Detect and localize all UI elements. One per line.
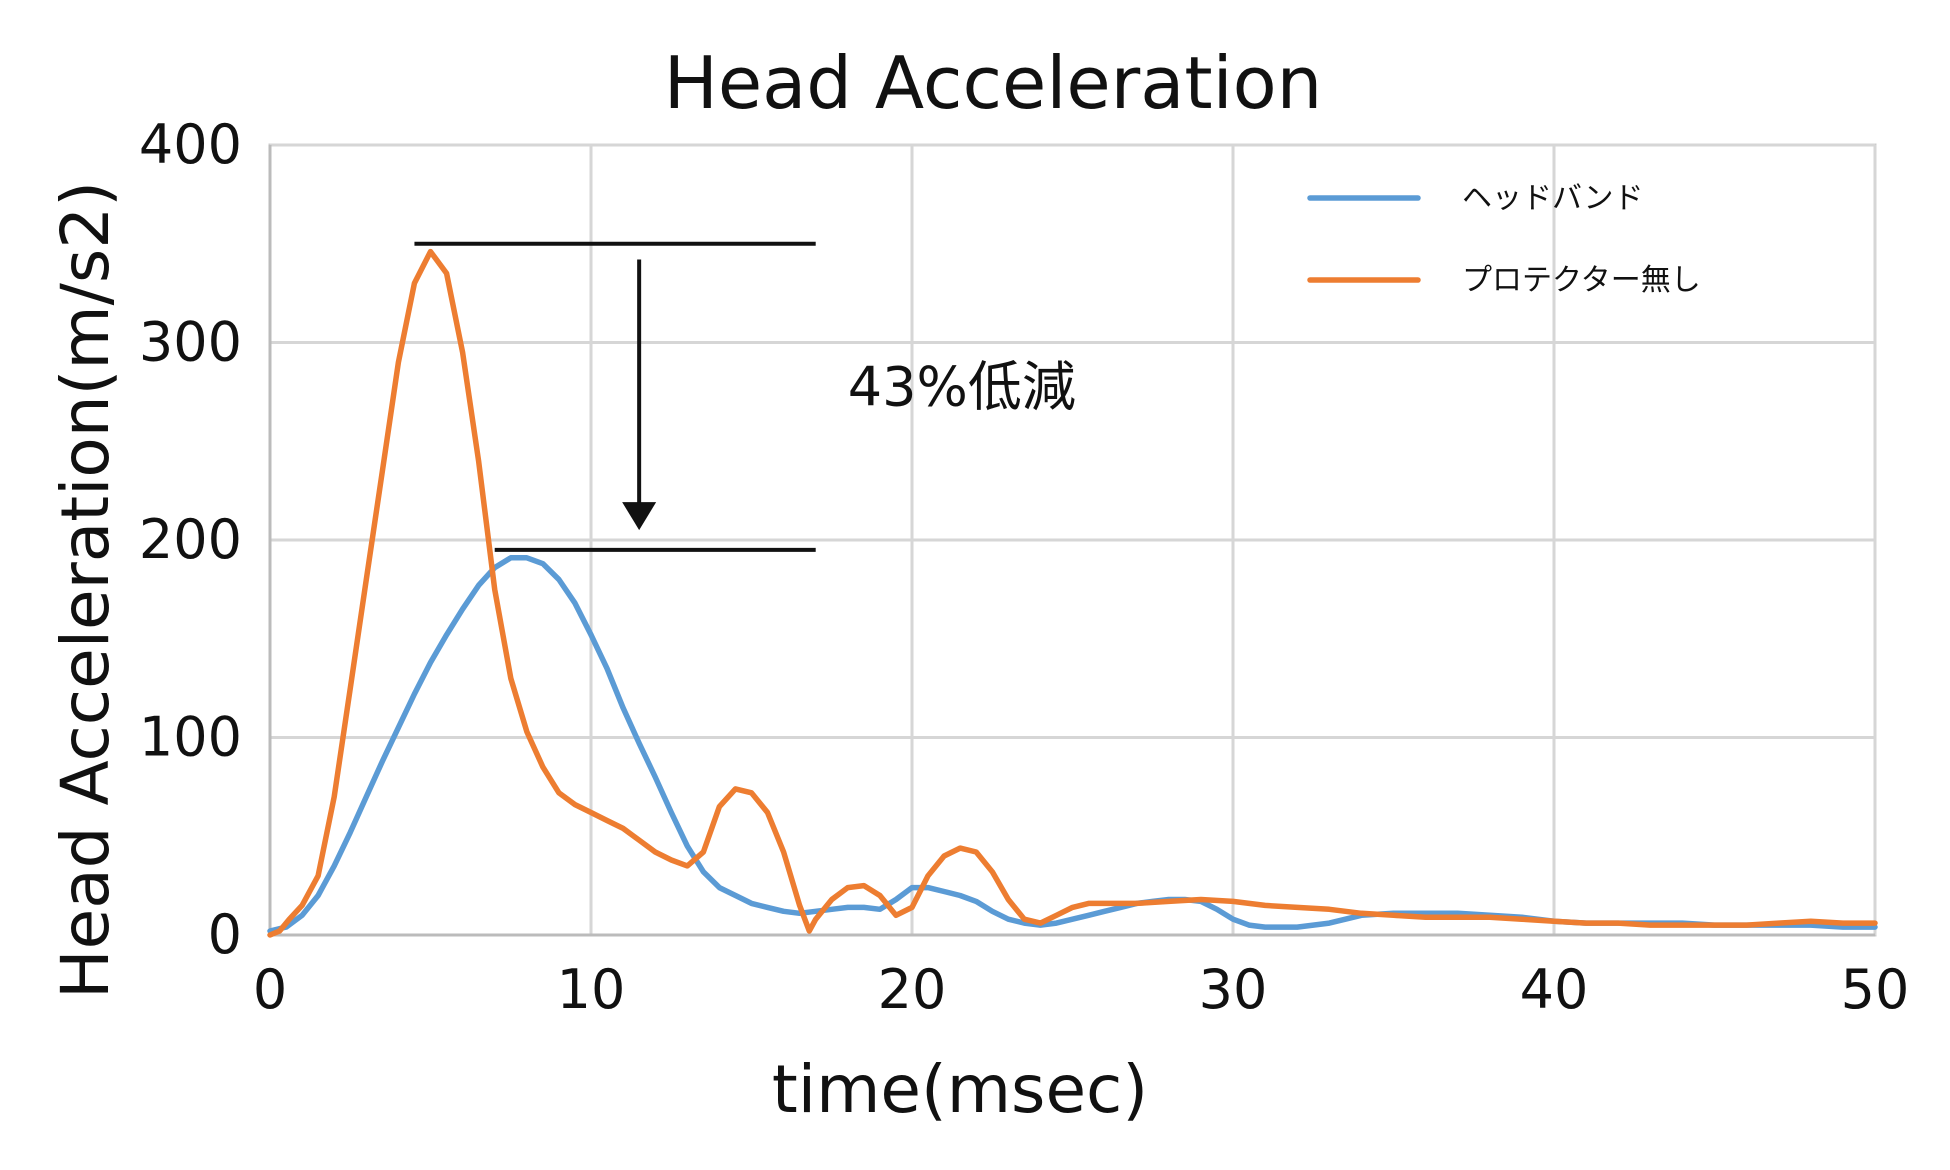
x-tick-label: 10 [557, 958, 626, 1021]
arrow-head [622, 502, 657, 531]
x-tick-label: 30 [1199, 958, 1268, 1021]
y-tick-label: 0 [208, 903, 242, 966]
reduction-annotation: 43%低減 [848, 356, 1076, 419]
y-tick-label: 200 [139, 508, 242, 571]
x-tick-label: 20 [878, 958, 947, 1021]
axes [268, 145, 1875, 937]
x-tick-label: 0 [253, 958, 287, 1021]
chart-title: Head Acceleration [664, 41, 1323, 125]
x-tick-label: 40 [1520, 958, 1589, 1021]
y-tick-label: 100 [139, 706, 242, 769]
x-axis-label: time(msec) [772, 1051, 1148, 1128]
y-tick-label: 300 [139, 311, 242, 374]
series-line-2 [267, 248, 1878, 938]
series-lines [267, 248, 1878, 938]
legend-label-1: ヘッドバンド [1462, 181, 1644, 216]
tick-labels: 0 10 20 30 40 50 0 100 200 300 400 [139, 113, 1909, 1021]
legend-label-2: プロテクター無し [1462, 263, 1701, 298]
y-axis-label: Head Acceleration(m/s2) [47, 181, 124, 999]
y-tick-label: 400 [139, 113, 242, 176]
annotations: 43%低減 [414, 241, 1076, 552]
x-tick-label: 50 [1841, 958, 1910, 1021]
